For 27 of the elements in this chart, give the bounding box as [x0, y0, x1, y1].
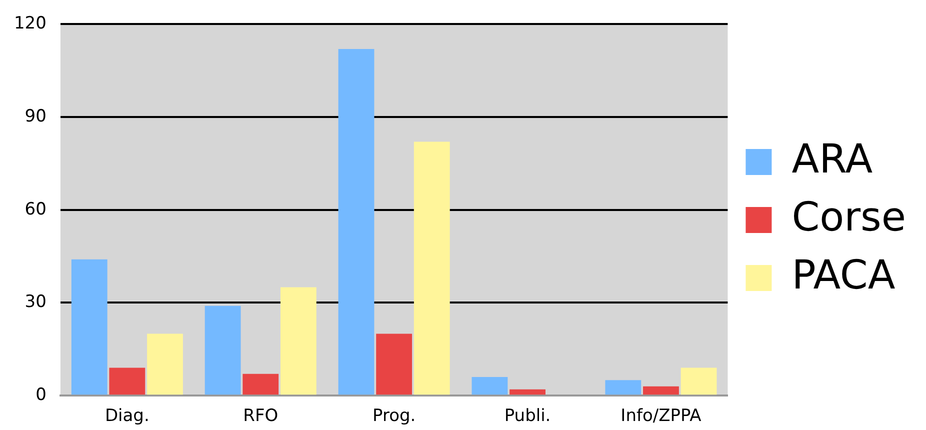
bar [338, 48, 374, 395]
y-tick-label: 120 [14, 14, 46, 34]
x-tick-label: RFO [243, 406, 278, 426]
y-tick-label: 90 [24, 106, 46, 126]
y-tick-label: 30 [24, 292, 46, 312]
bar [510, 389, 546, 395]
bar [376, 334, 412, 395]
bar [472, 377, 508, 395]
bar [280, 287, 316, 395]
legend-label: PACA [792, 252, 896, 298]
x-tick-label: Publi. [504, 406, 551, 426]
bar [147, 334, 183, 395]
x-tick-label: Prog. [372, 406, 416, 426]
bar [643, 386, 679, 395]
bar [605, 380, 642, 395]
bar [71, 259, 108, 395]
bar [204, 306, 241, 395]
y-tick-label: 0 [36, 385, 46, 406]
legend-label: Corse [792, 194, 906, 240]
bar [242, 374, 279, 395]
legend-label: ARA [792, 136, 874, 182]
x-tick-label: Info/ZPPA [620, 406, 702, 426]
y-tick-label: 60 [24, 199, 46, 220]
bar [414, 142, 450, 395]
bar [680, 368, 717, 395]
bar [109, 368, 146, 395]
x-tick-label: Diag. [104, 406, 150, 426]
